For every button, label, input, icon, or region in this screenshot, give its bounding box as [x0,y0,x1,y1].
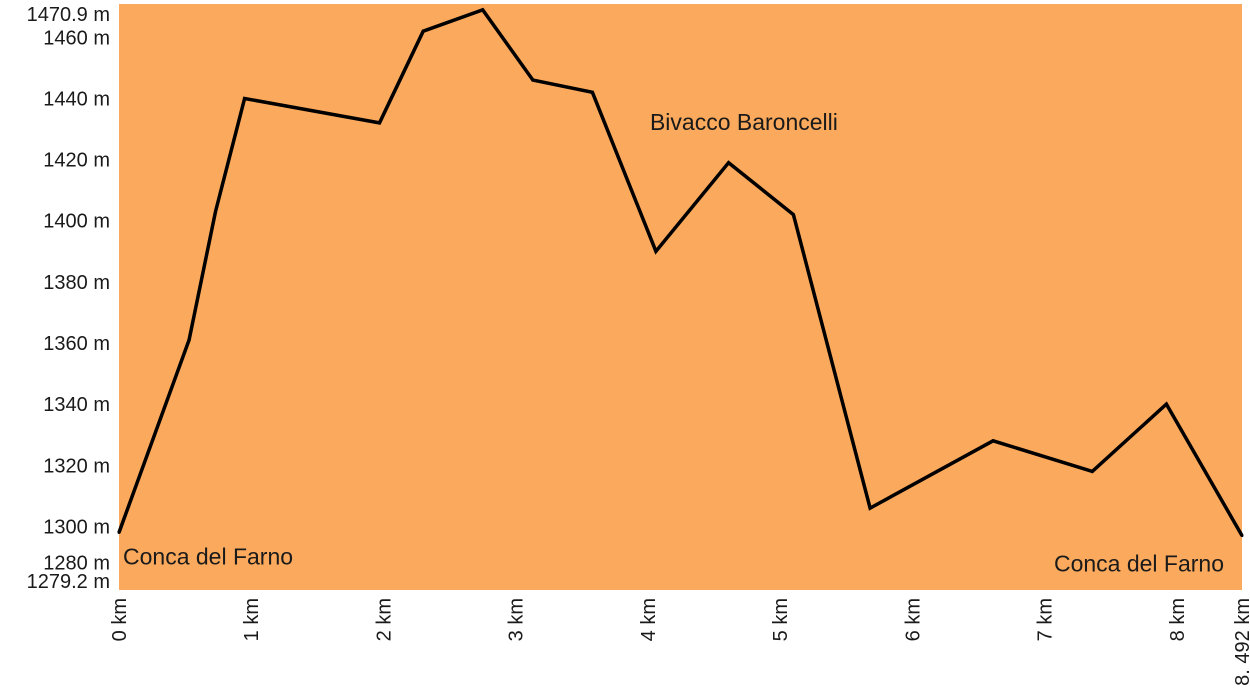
x-tick-label: 1 km [241,598,263,641]
data-point [378,121,382,125]
x-tick-label: 0 km [109,598,131,641]
waypoint-label: Bivacco Baroncelli [650,109,838,135]
x-tick-label: 7 km [1035,598,1057,641]
y-tick-label: 1460 m [43,27,110,49]
data-point [590,90,594,94]
data-point [214,210,218,214]
data-point [187,338,191,342]
plot-area [119,4,1242,590]
data-point [727,161,731,165]
y-tick-label: 1440 m [43,88,110,110]
y-tick-label: 1320 m [43,455,110,477]
data-point [868,506,872,510]
data-point [791,213,795,217]
y-tick-label: 1300 m [43,516,110,538]
y-tick-label: 1360 m [43,333,110,355]
data-point [1164,402,1168,406]
y-tick-label: 1420 m [43,150,110,172]
y-tick-label: 1279.2 m [27,571,110,593]
y-tick-label: 1470.9 m [27,4,110,26]
data-point [1090,469,1094,473]
y-tick-label: 1380 m [43,272,110,294]
data-point [1240,534,1244,538]
x-axis: 0 km 1 km 2 km 3 km 4 km 5 km 6 km 7 km 8 km 8. 4… [109,598,1250,686]
data-points [117,8,1244,538]
data-point [991,439,995,443]
x-tick-label: 5 km [770,598,792,641]
data-point [654,249,658,253]
y-tick-label: 1280 m [43,553,110,575]
y-tick-label: 1400 m [43,211,110,233]
data-point [117,531,121,535]
annotations: Conca del Farno Bivacco Baroncelli Conca d… [123,109,1224,577]
data-point [243,96,247,100]
x-tick-label: 6 km [902,598,924,641]
x-tick-label: 8 km [1167,598,1189,641]
waypoint-label: Conca del Farno [1054,551,1224,577]
data-point [421,29,425,33]
data-point [481,8,485,12]
x-tick-label: 4 km [638,598,660,641]
data-point [531,78,535,82]
x-tick-label: 3 km [506,598,528,641]
waypoint-label: Conca del Farno [123,544,293,570]
x-tick-label: 8. 492 km [1232,598,1250,686]
x-tick-label: 2 km [373,598,395,641]
y-tick-label: 1340 m [43,394,110,416]
